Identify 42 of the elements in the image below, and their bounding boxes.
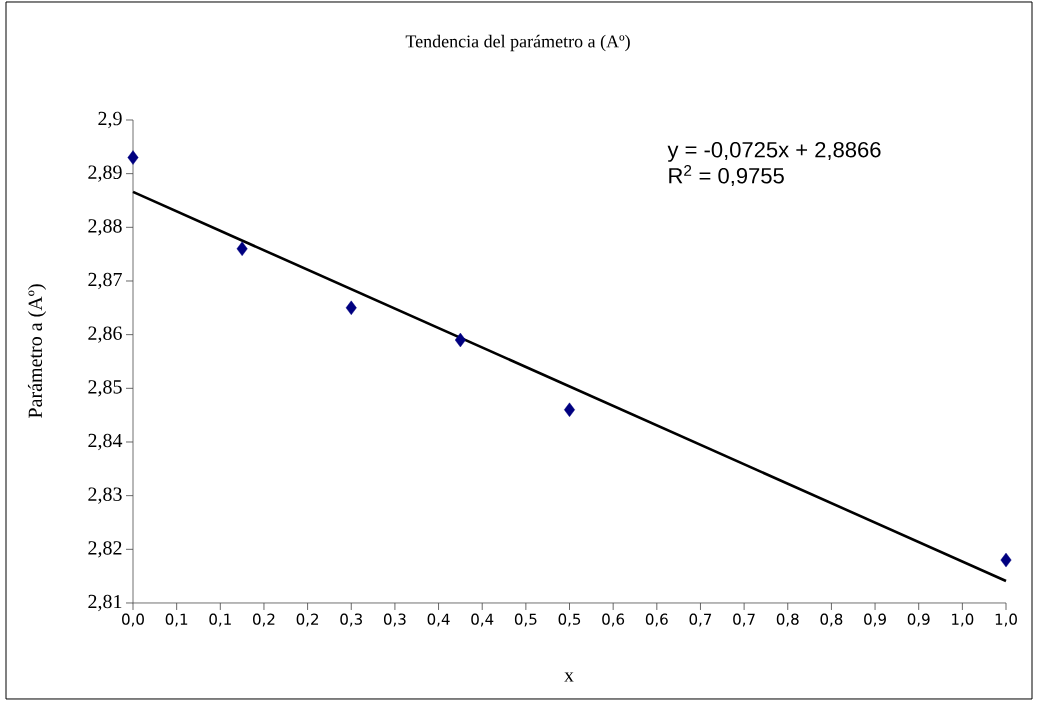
x-tick-label: 0,3 bbox=[383, 613, 406, 627]
x-tick-label: 0,9 bbox=[864, 613, 886, 627]
y-axis-title: Parámetro a (Aº) bbox=[27, 284, 47, 418]
point bbox=[454, 332, 466, 348]
y-tick-label: 2,9 bbox=[98, 111, 122, 129]
x-tick-label: 0,8 bbox=[820, 613, 843, 627]
x-tick-label: 0,2 bbox=[296, 613, 319, 627]
x-tick-label: 0,6 bbox=[602, 613, 625, 627]
x-axis-title: x bbox=[564, 672, 574, 682]
chart-title: Tendencia del parámetro a (Aº) bbox=[405, 34, 630, 52]
point bbox=[345, 300, 357, 316]
y-tick-label: 2,85 bbox=[88, 380, 122, 397]
x-tick-label: 0,7 bbox=[689, 613, 712, 627]
point bbox=[236, 241, 248, 256]
annotation: y = -0,0725x + 2,8866 bbox=[667, 141, 881, 162]
y-tick-label: 2,88 bbox=[88, 219, 122, 236]
x-tick-label: 0,0 bbox=[122, 613, 144, 627]
point bbox=[127, 150, 139, 165]
x-tick-label: 0,5 bbox=[514, 613, 537, 627]
x-tick-label: 1,0 bbox=[995, 613, 1017, 627]
y-tick-label: 2,89 bbox=[88, 165, 122, 182]
x-tick-label: 0,6 bbox=[645, 613, 668, 627]
x-tick-label: 0,1 bbox=[165, 613, 188, 627]
y-tick-label: 2,86 bbox=[88, 326, 122, 343]
y-tick-label: 2,83 bbox=[88, 487, 122, 504]
y-tick-label: 2,87 bbox=[88, 272, 122, 290]
x-tick-label: 0,9 bbox=[907, 613, 930, 627]
x-tick-label: 0,4 bbox=[427, 613, 450, 627]
point bbox=[1000, 552, 1012, 568]
y-tick-label: 2,84 bbox=[88, 433, 123, 451]
x-tick-label: 0,4 bbox=[471, 613, 494, 627]
y-tick-label: 2,82 bbox=[88, 541, 122, 558]
x-tick-label: 0,8 bbox=[776, 613, 799, 627]
y-tick-label: 2,81 bbox=[88, 594, 122, 612]
x-tick-label: 0,2 bbox=[253, 613, 275, 627]
x-tick-label: 0,3 bbox=[340, 613, 362, 627]
point bbox=[564, 402, 575, 417]
x-tick-label: 0,5 bbox=[558, 613, 581, 627]
x-tick-label: 0,1 bbox=[209, 613, 231, 627]
x-tick-label: 0,7 bbox=[733, 613, 755, 627]
x-tick-label: 1,0 bbox=[952, 613, 974, 627]
annotation: R$^{2}$ = 0,9755 bbox=[669, 165, 784, 187]
